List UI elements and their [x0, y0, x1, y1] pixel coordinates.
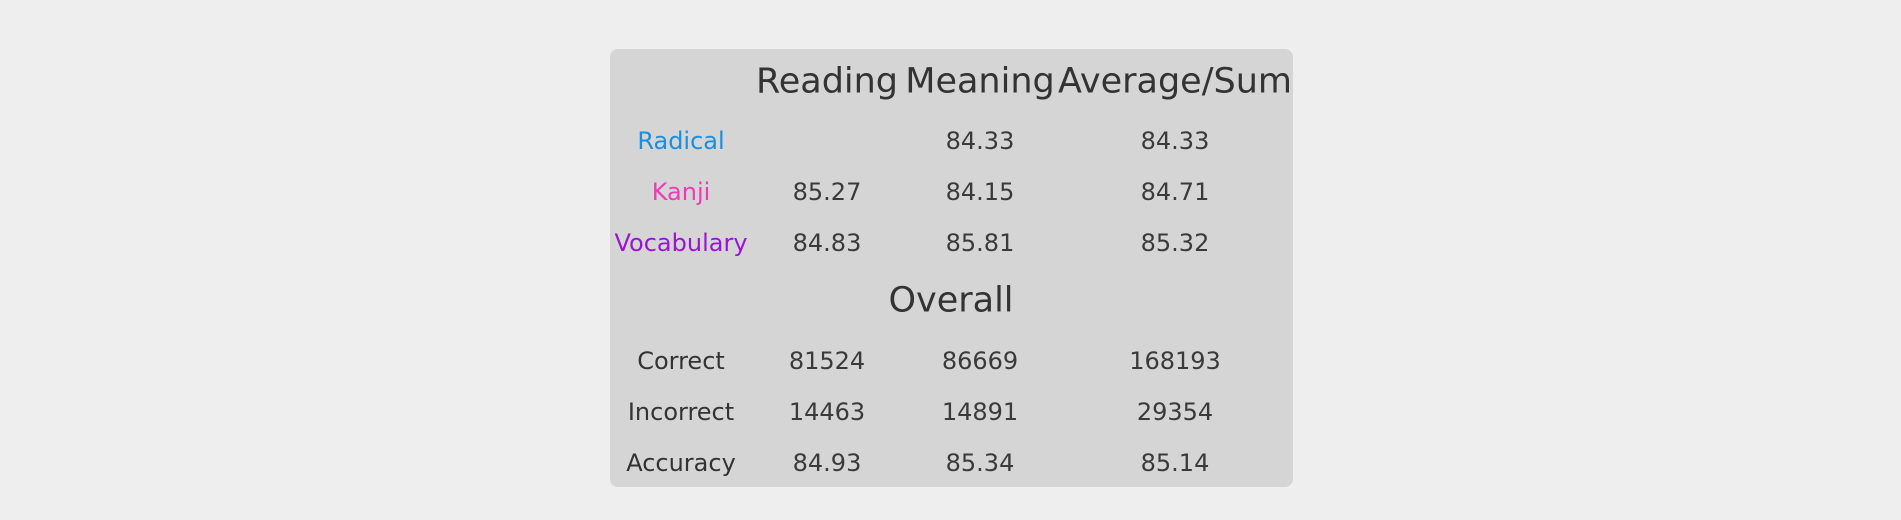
row-label-radical[interactable]: Radical: [637, 127, 725, 155]
row-label-kanji[interactable]: Kanji: [651, 178, 711, 206]
vocabulary-reading-value: 84.83: [792, 229, 862, 257]
column-header-reading: Reading: [755, 61, 899, 102]
correct-reading-value: 81524: [788, 347, 866, 375]
kanji-meaning-value: 84.15: [945, 178, 1015, 206]
incorrect-reading-value: 14463: [788, 398, 866, 426]
stats-panel: Reading Meaning Average/Sum Radical 84.3…: [610, 49, 1293, 487]
accuracy-sum-value: 85.14: [1140, 449, 1210, 477]
row-label-accuracy: Accuracy: [626, 449, 736, 477]
row-label-incorrect: Incorrect: [627, 398, 735, 426]
accuracy-meaning-value: 85.34: [945, 449, 1015, 477]
column-header-average-sum: Average/Sum: [1057, 61, 1293, 102]
vocabulary-average-value: 85.32: [1140, 229, 1210, 257]
kanji-average-value: 84.71: [1140, 178, 1210, 206]
column-header-meaning: Meaning: [905, 61, 1055, 102]
radical-meaning-value: 84.33: [945, 127, 1015, 155]
incorrect-sum-value: 29354: [1136, 398, 1214, 426]
row-label-vocabulary[interactable]: Vocabulary: [614, 229, 748, 257]
incorrect-meaning-value: 14891: [941, 398, 1019, 426]
correct-meaning-value: 86669: [941, 347, 1019, 375]
radical-average-value: 84.33: [1140, 127, 1210, 155]
kanji-reading-value: 85.27: [792, 178, 862, 206]
vocabulary-meaning-value: 85.81: [945, 229, 1015, 257]
row-label-correct: Correct: [637, 347, 725, 375]
overall-title: Overall: [888, 280, 1014, 321]
accuracy-reading-value: 84.93: [792, 449, 862, 477]
correct-sum-value: 168193: [1129, 347, 1221, 375]
